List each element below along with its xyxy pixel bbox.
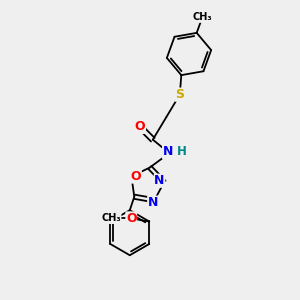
Text: S: S xyxy=(175,88,184,101)
Text: N: N xyxy=(154,174,165,187)
Text: CH₃: CH₃ xyxy=(193,12,212,22)
Text: CH₃: CH₃ xyxy=(101,214,121,224)
Text: O: O xyxy=(135,120,146,134)
Text: O: O xyxy=(130,170,141,183)
Text: O: O xyxy=(126,212,136,225)
Text: N: N xyxy=(163,146,173,158)
Text: H: H xyxy=(177,146,187,158)
Text: N: N xyxy=(148,196,158,209)
